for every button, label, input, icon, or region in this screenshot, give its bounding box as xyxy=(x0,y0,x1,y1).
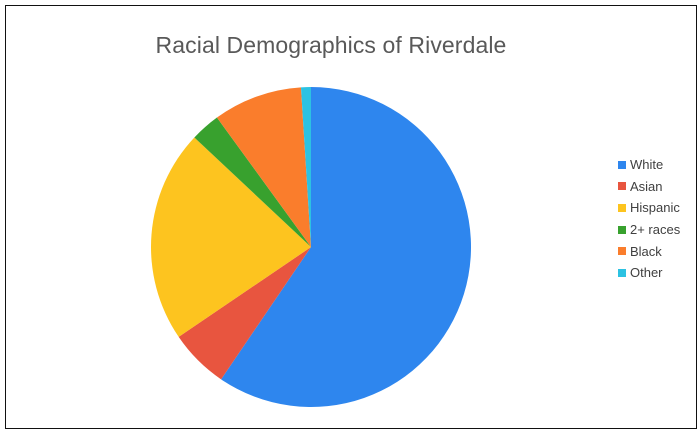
legend-item: 2+ races xyxy=(618,219,680,241)
pie-slice-other xyxy=(300,87,311,247)
legend-item: Other xyxy=(618,262,680,284)
legend-swatch xyxy=(618,160,626,169)
legend-label: Other xyxy=(630,265,663,281)
legend-item: Hispanic xyxy=(618,197,680,219)
legend-item: White xyxy=(618,154,680,176)
chart-title: Racial Demographics of Riverdale xyxy=(155,32,507,58)
pie-slice-white xyxy=(221,87,472,408)
legend-swatch xyxy=(618,268,626,277)
legend-item: Asian xyxy=(618,176,680,198)
pie-chart xyxy=(151,87,472,408)
pie-slice-asian xyxy=(178,247,311,380)
legend: White Asian Hispanic 2+ races Black Other xyxy=(618,154,680,284)
legend-label: 2+ races xyxy=(630,222,681,238)
pie-slice-black xyxy=(216,87,311,247)
legend-swatch xyxy=(618,203,626,212)
legend-item: Black xyxy=(618,240,680,262)
chart-frame: Racial Demographics of Riverdale White As… xyxy=(5,5,697,429)
legend-swatch xyxy=(618,247,626,256)
legend-label: Asian xyxy=(630,178,663,194)
legend-label: Black xyxy=(630,243,662,259)
legend-swatch xyxy=(618,225,626,234)
legend-label: White xyxy=(630,157,664,173)
legend-swatch xyxy=(618,182,626,191)
legend-label: Hispanic xyxy=(630,200,680,216)
pie-slice-hispanic xyxy=(151,137,311,337)
pie-slice-2-races xyxy=(194,117,311,247)
